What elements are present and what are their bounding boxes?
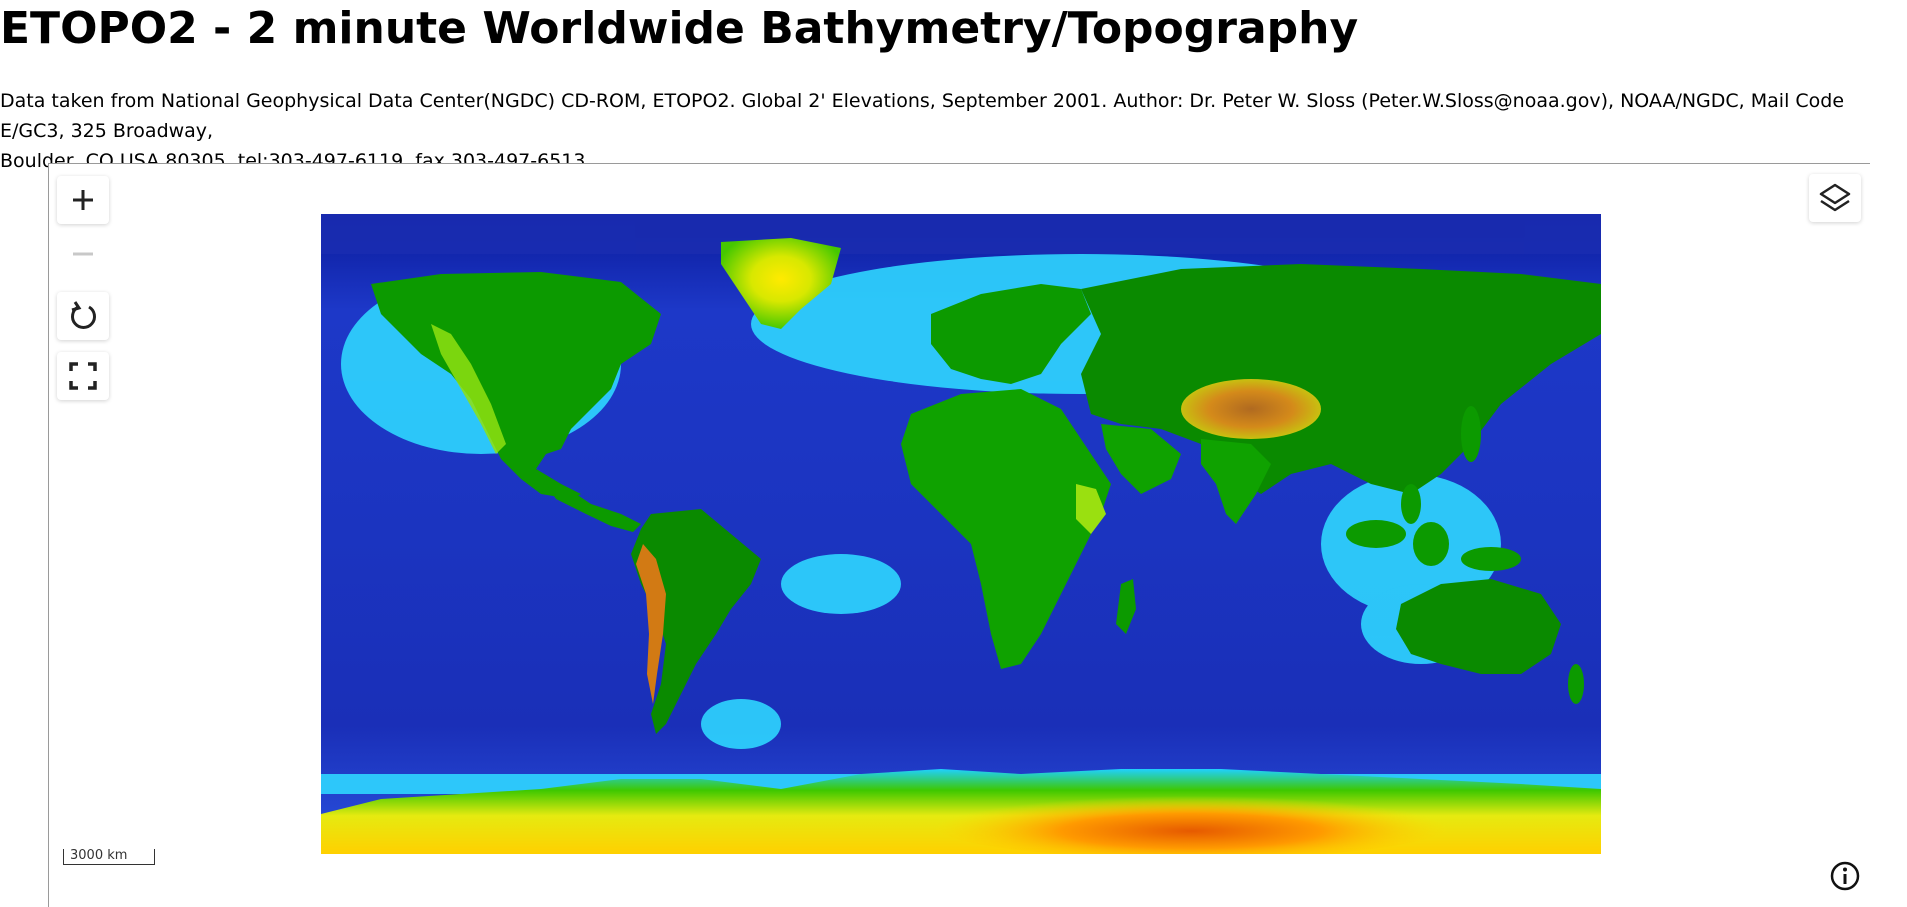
andes <box>636 544 666 704</box>
fullscreen-button[interactable] <box>57 352 109 400</box>
scale-bar: 3000 km <box>63 849 155 865</box>
madagascar <box>1116 579 1136 634</box>
fullscreen-icon <box>69 362 97 390</box>
rocky-mountains <box>431 324 506 454</box>
indian-subcontinent <box>1201 439 1271 524</box>
arabian-peninsula <box>1101 424 1181 494</box>
zoom-in-button[interactable] <box>57 176 109 224</box>
layers-icon <box>1819 183 1851 212</box>
north-america <box>371 272 661 499</box>
greenland <box>721 238 841 329</box>
info-icon <box>1830 861 1860 891</box>
central-america <box>536 469 641 532</box>
southeast-asia-islands <box>1346 406 1521 571</box>
zoom-out-button[interactable] <box>57 230 109 278</box>
map-viewport[interactable]: 3000 km <box>48 163 1870 907</box>
south-america <box>631 509 761 734</box>
europe <box>931 284 1091 384</box>
reset-rotation-button[interactable] <box>57 292 109 340</box>
tibetan-plateau <box>1181 379 1321 439</box>
antarctic-plateau <box>931 789 1451 854</box>
page-title: ETOPO2 - 2 minute Worldwide Bathymetry/T… <box>0 3 1359 54</box>
australia <box>1396 579 1561 674</box>
new-zealand <box>1568 664 1584 704</box>
description-line-1: Data taken from National Geophysical Dat… <box>0 90 1845 142</box>
attribution-info-button[interactable] <box>1827 858 1863 894</box>
rotate-icon <box>71 301 96 329</box>
minus-icon <box>73 252 93 256</box>
plus-icon <box>73 190 93 210</box>
bathymetry-topography-map[interactable] <box>321 214 1601 854</box>
africa <box>901 389 1111 669</box>
layers-button[interactable] <box>1809 174 1861 222</box>
ethiopian-highlands <box>1076 484 1106 534</box>
